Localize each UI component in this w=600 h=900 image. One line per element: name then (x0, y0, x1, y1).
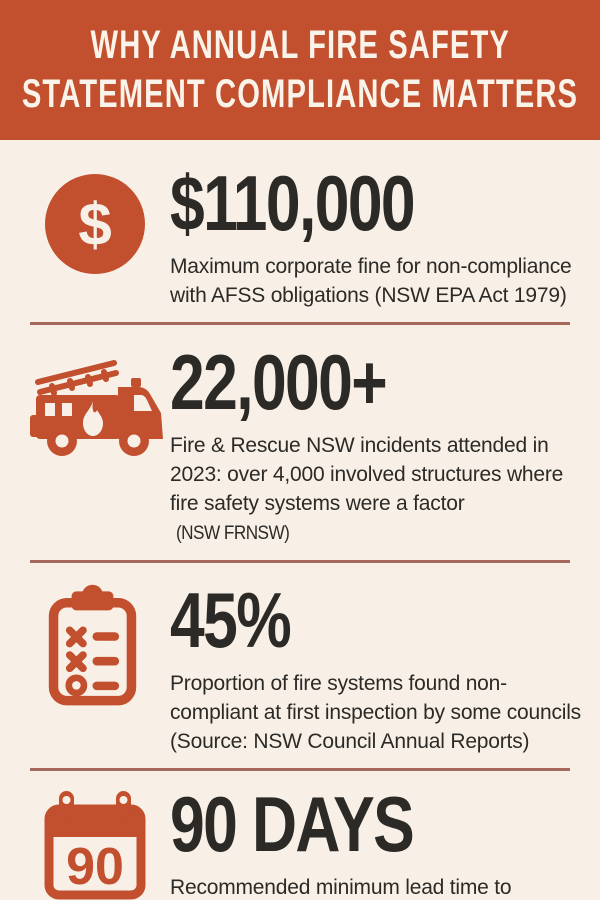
stat-value-noncompliance: 45% (170, 576, 292, 664)
stat-source-incidents: (NSW FRNSW) (176, 522, 290, 544)
stat-value-leadtime: 90 DAYS (170, 780, 415, 868)
stat-desc-leadtime: Recommended minimum lead time to prepare… (170, 876, 512, 899)
section-divider (30, 560, 570, 563)
page-title-line1: WHY ANNUAL FIRE SAFETY (90, 23, 510, 67)
stat-desc-incidents: Fire & Rescue NSW incidents attended in … (170, 431, 586, 548)
stat-row-leadtime: 90 90 DAYS Recommended minimum lead time… (0, 771, 600, 900)
stat-value-incidents: 22,000+ (170, 338, 388, 426)
stat-row-fine: $ $110,000 Maximum corporate fine for no… (0, 140, 600, 322)
stat-row-incidents: 22,000+ Fire & Rescue NSW incidents atte… (0, 325, 600, 560)
page-title-line2: STATEMENT COMPLIANCE MATTERS (21, 72, 579, 116)
calendar-90-icon: 90 (44, 791, 146, 900)
stat-row-noncompliance: 45% Proportion of fire systems found non… (0, 563, 600, 768)
section-divider (30, 322, 570, 325)
stat-desc-noncompliance: Proportion of fire systems found non- co… (170, 672, 581, 753)
section-divider (30, 768, 570, 771)
dollar-symbol: $ (78, 191, 111, 258)
stat-value-fine: $110,000 (170, 159, 416, 247)
header-banner: WHY ANNUAL FIRE SAFETY STATEMENT COMPLIA… (0, 0, 600, 140)
dollar-circle-icon: $ (45, 174, 145, 274)
calendar-90-label: 90 (66, 838, 124, 896)
fire-truck-icon (30, 360, 163, 456)
checklist-clipboard-icon (48, 584, 137, 706)
stat-desc-fine: Maximum corporate fine for non-complianc… (170, 255, 572, 307)
